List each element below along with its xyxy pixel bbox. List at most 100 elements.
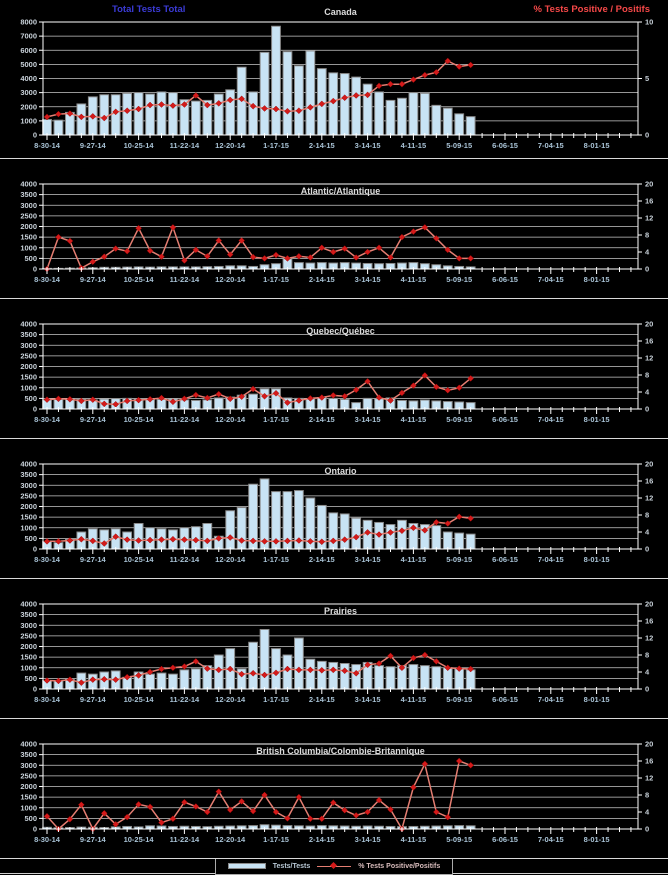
svg-text:7000: 7000	[20, 32, 37, 41]
svg-text:3-14-15: 3-14-15	[355, 835, 381, 844]
svg-text:5: 5	[645, 74, 649, 83]
svg-text:16: 16	[645, 757, 653, 766]
svg-text:11-22-14: 11-22-14	[170, 141, 200, 150]
panel-title-prairies: Prairies	[324, 606, 357, 616]
svg-text:1000: 1000	[20, 116, 37, 125]
svg-text:5-09-15: 5-09-15	[446, 275, 472, 284]
svg-text:7-04-15: 7-04-15	[538, 275, 564, 284]
svg-text:2500: 2500	[20, 351, 37, 360]
svg-text:16: 16	[645, 337, 653, 346]
panel-ontario: 0 500 1000 1500 2000 2500 3000 3500 4000 0 4 8 12 16 2…	[0, 439, 668, 579]
svg-text:3-14-15: 3-14-15	[355, 141, 381, 150]
svg-text:6-06-15: 6-06-15	[492, 141, 518, 150]
svg-text:500: 500	[24, 674, 37, 683]
svg-text:1500: 1500	[20, 233, 37, 242]
svg-text:10-25-14: 10-25-14	[124, 695, 155, 704]
panel-canada: 0 1000 2000 3000 4000 5000 6000 7000 8000 0 5 10 8-3…	[0, 0, 668, 159]
svg-text:3-14-15: 3-14-15	[355, 275, 381, 284]
legend-bar-label: Tests/Tests	[272, 862, 311, 870]
svg-text:3000: 3000	[20, 481, 37, 490]
x-axis: 8-30-14 9-27-14 10-25-14 11-22-14 12-20-14 1-…	[34, 687, 632, 704]
x-axis: 8-30-14 9-27-14 10-25-14 11-22-14 12-20-14 1-…	[34, 267, 632, 284]
panel-title-ontario: Ontario	[324, 466, 357, 476]
svg-text:5-09-15: 5-09-15	[446, 141, 472, 150]
svg-text:4000: 4000	[20, 74, 37, 83]
svg-text:11-22-14: 11-22-14	[170, 835, 200, 844]
svg-text:3000: 3000	[20, 88, 37, 97]
svg-text:8-01-15: 8-01-15	[584, 275, 610, 284]
svg-text:7-04-15: 7-04-15	[538, 555, 564, 564]
svg-text:2500: 2500	[20, 491, 37, 500]
right-axis: 0 4 8 12 16 20	[638, 740, 653, 834]
left-axis: 0 1000 2000 3000 4000 5000 6000 7000 8000	[20, 18, 43, 140]
svg-text:1500: 1500	[20, 373, 37, 382]
pct-positive-line	[43, 651, 474, 686]
svg-text:2000: 2000	[20, 502, 37, 511]
svg-text:12-20-14: 12-20-14	[215, 275, 246, 284]
panel-title-atlantic: Atlantic/Atlantique	[301, 186, 381, 196]
svg-text:9-27-14: 9-27-14	[80, 695, 107, 704]
svg-text:8: 8	[645, 371, 649, 380]
right-axis: 0 4 8 12 16 20	[638, 320, 653, 414]
right-axis: 0 5 10	[638, 18, 653, 140]
svg-text:2-14-15: 2-14-15	[309, 695, 335, 704]
svg-text:16: 16	[645, 617, 653, 626]
svg-text:1000: 1000	[20, 383, 37, 392]
panel-quebec: 0 500 1000 1500 2000 2500 3000 3500 4000 0 4 8 12 16 2…	[0, 299, 668, 439]
test-bars	[42, 824, 476, 830]
svg-text:2000: 2000	[20, 782, 37, 791]
svg-text:0: 0	[645, 825, 649, 834]
legend-diamond-icon	[330, 861, 338, 870]
svg-text:4: 4	[645, 668, 650, 677]
pct-positive-line	[43, 757, 474, 833]
svg-text:5-09-15: 5-09-15	[446, 835, 472, 844]
svg-text:20: 20	[645, 460, 653, 469]
svg-text:4-11-15: 4-11-15	[401, 695, 426, 704]
svg-text:8-30-14: 8-30-14	[34, 275, 61, 284]
svg-text:0: 0	[33, 265, 37, 274]
svg-text:0: 0	[33, 131, 37, 140]
panel-prairies: 0 500 1000 1500 2000 2500 3000 3500 4000 0 4 8 12 16 2…	[0, 579, 668, 719]
svg-text:12-20-14: 12-20-14	[215, 695, 246, 704]
svg-text:4000: 4000	[20, 180, 37, 189]
svg-text:11-22-14: 11-22-14	[170, 555, 200, 564]
panel-title-bc: British Columbia/Colombie-Britannique	[256, 746, 425, 756]
svg-text:8: 8	[645, 791, 649, 800]
x-axis: 8-30-14 9-27-14 10-25-14 11-22-14 12-20-14 1-…	[34, 133, 632, 150]
gridlines	[43, 743, 638, 830]
svg-text:5-09-15: 5-09-15	[446, 415, 472, 424]
panel-bc: 0 500 1000 1500 2000 2500 3000 3500 4000 0 4 8 12 16 2…	[0, 719, 668, 859]
legend-line-swatch	[317, 861, 352, 870]
svg-text:8-01-15: 8-01-15	[584, 555, 610, 564]
svg-text:4: 4	[645, 388, 650, 397]
svg-text:2500: 2500	[20, 631, 37, 640]
svg-text:1000: 1000	[20, 803, 37, 812]
svg-text:500: 500	[24, 814, 37, 823]
svg-text:4000: 4000	[20, 740, 37, 749]
svg-text:10-25-14: 10-25-14	[124, 835, 155, 844]
test-bars	[42, 258, 476, 270]
svg-text:4-11-15: 4-11-15	[401, 275, 426, 284]
svg-text:0: 0	[645, 685, 649, 694]
svg-text:8-30-14: 8-30-14	[34, 415, 61, 424]
gridlines	[43, 183, 638, 270]
svg-text:3-14-15: 3-14-15	[355, 555, 381, 564]
svg-text:500: 500	[24, 394, 37, 403]
svg-text:8-01-15: 8-01-15	[584, 141, 610, 150]
svg-text:8-30-14: 8-30-14	[34, 555, 61, 564]
svg-text:5-09-15: 5-09-15	[446, 695, 472, 704]
svg-text:1-17-15: 1-17-15	[263, 695, 289, 704]
svg-text:3-14-15: 3-14-15	[355, 695, 381, 704]
svg-text:12: 12	[645, 774, 653, 783]
svg-text:8-01-15: 8-01-15	[584, 695, 610, 704]
svg-text:5000: 5000	[20, 60, 37, 69]
right-axis-title: % Tests Positive / Positifs	[533, 4, 650, 15]
svg-text:1500: 1500	[20, 793, 37, 802]
svg-text:10: 10	[645, 18, 653, 27]
svg-text:6-06-15: 6-06-15	[492, 415, 518, 424]
pct-positive-line	[43, 224, 474, 273]
svg-text:9-27-14: 9-27-14	[80, 415, 107, 424]
svg-text:2-14-15: 2-14-15	[309, 141, 335, 150]
